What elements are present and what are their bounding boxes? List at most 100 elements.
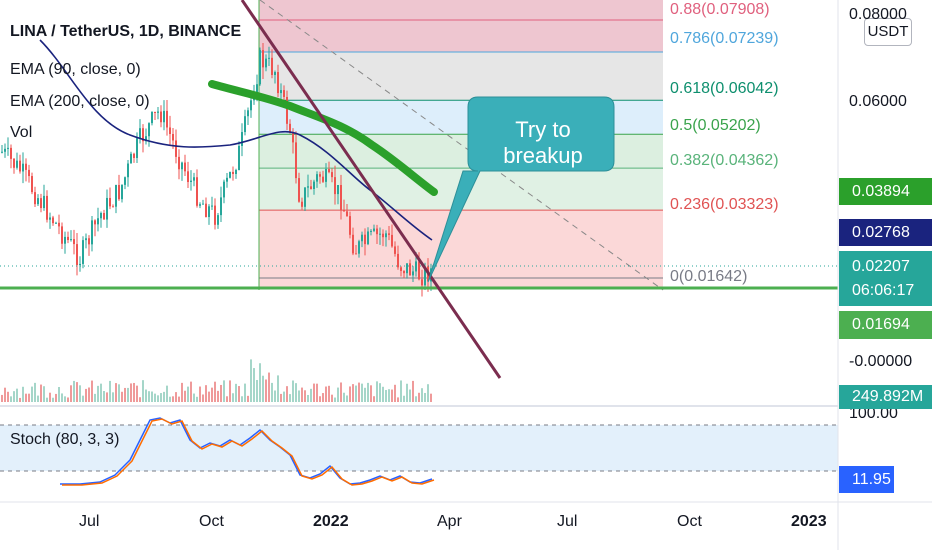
volume-bar bbox=[331, 394, 333, 402]
candle-body bbox=[313, 181, 315, 189]
x-tick-label: 2023 bbox=[791, 513, 827, 530]
volume-legend[interactable]: Vol bbox=[10, 124, 33, 141]
volume-bar bbox=[358, 382, 360, 402]
volume-bar bbox=[235, 383, 237, 402]
candle-body bbox=[193, 177, 195, 181]
candle-body bbox=[169, 127, 171, 135]
volume-bar bbox=[58, 387, 60, 402]
candle-body bbox=[163, 110, 165, 123]
candle-body bbox=[370, 230, 372, 232]
volume-bar bbox=[382, 386, 384, 402]
candle-body bbox=[79, 263, 81, 266]
candle-body bbox=[322, 176, 324, 182]
volume-bar bbox=[247, 395, 249, 402]
volume-bar bbox=[208, 391, 210, 402]
downtrend-line bbox=[240, 0, 502, 379]
candle-body bbox=[142, 128, 144, 142]
volume-bar bbox=[190, 381, 192, 402]
volume-bar bbox=[322, 393, 324, 402]
candle-body bbox=[298, 178, 300, 202]
volume-bar bbox=[157, 395, 159, 402]
candle-body bbox=[289, 123, 291, 133]
candle-body bbox=[202, 203, 204, 205]
candle-body bbox=[325, 169, 327, 182]
volume-bar bbox=[232, 393, 234, 402]
candle-body bbox=[145, 136, 147, 142]
candle-body bbox=[34, 192, 36, 205]
volume-bar bbox=[427, 384, 429, 402]
volume-bar bbox=[151, 391, 153, 402]
candle-body bbox=[268, 57, 270, 59]
candle-body bbox=[160, 111, 162, 123]
candle-body bbox=[337, 185, 339, 195]
volume-bar bbox=[343, 392, 345, 402]
y-tick-label: -0.00000 bbox=[849, 353, 913, 370]
candle-body bbox=[58, 222, 60, 227]
candle-body bbox=[355, 253, 357, 255]
volume-bar bbox=[133, 382, 135, 402]
volume-bar bbox=[340, 382, 342, 402]
candle-body bbox=[175, 140, 177, 157]
candle-body bbox=[82, 240, 84, 264]
candle-body bbox=[157, 111, 159, 113]
volume-bar bbox=[28, 393, 30, 402]
volume-bar bbox=[277, 375, 279, 402]
candle-body bbox=[40, 198, 42, 209]
fib-label-0236: 0.236(0.03323) bbox=[670, 196, 779, 213]
candle-body bbox=[67, 236, 69, 241]
volume-bar bbox=[229, 380, 231, 402]
candle-body bbox=[292, 132, 294, 143]
stoch-legend[interactable]: Stoch (80, 3, 3) bbox=[10, 431, 120, 448]
volume-bar bbox=[424, 392, 426, 402]
candle-body bbox=[343, 210, 345, 212]
candle-body bbox=[85, 238, 87, 241]
ema200-legend[interactable]: EMA (200, close, 0) bbox=[10, 93, 150, 110]
volume-bar bbox=[415, 396, 417, 402]
candle-body bbox=[178, 156, 180, 170]
volume-bar bbox=[55, 393, 57, 402]
stoch-band bbox=[0, 425, 838, 471]
volume-bar bbox=[328, 385, 330, 402]
volume-bar bbox=[175, 392, 177, 402]
candle-body bbox=[139, 128, 141, 139]
candle-body bbox=[421, 279, 423, 286]
volume-bar bbox=[403, 395, 405, 402]
candle-body bbox=[28, 169, 30, 177]
candle-body bbox=[172, 134, 174, 141]
ema90-legend[interactable]: EMA (90, close, 0) bbox=[10, 61, 141, 78]
candle-body bbox=[124, 177, 126, 185]
volume-bar bbox=[37, 395, 39, 402]
candle-body bbox=[226, 177, 228, 182]
volume-bar bbox=[43, 386, 45, 402]
candle-body bbox=[265, 58, 267, 68]
candle-body bbox=[100, 213, 102, 219]
candle-body bbox=[229, 171, 231, 178]
volume-bar bbox=[316, 383, 318, 402]
candle-body bbox=[367, 231, 369, 245]
volume-bar bbox=[430, 393, 432, 402]
candle-body bbox=[55, 222, 57, 224]
volume-bar bbox=[394, 384, 396, 402]
volume-bar bbox=[52, 397, 54, 402]
currency-button[interactable]: USDT bbox=[864, 18, 912, 46]
volume-bar bbox=[292, 380, 294, 402]
candle-body bbox=[214, 205, 216, 225]
volume-bar bbox=[271, 382, 273, 402]
bar-countdown: 06:06:17 bbox=[852, 282, 915, 299]
candle-body bbox=[121, 184, 123, 200]
volume-bar bbox=[88, 387, 90, 402]
fib-label-05: 0.5(0.05202) bbox=[670, 117, 761, 134]
ema90-price-tag: 0.02768 bbox=[839, 219, 932, 246]
volume-bar bbox=[184, 390, 186, 402]
candle-body bbox=[31, 176, 33, 193]
volume-bar bbox=[361, 383, 363, 402]
volume-bar bbox=[349, 386, 351, 402]
candle-body bbox=[232, 171, 234, 174]
volume-bar bbox=[100, 383, 102, 402]
volume-bar bbox=[346, 395, 348, 402]
candle-body bbox=[70, 239, 72, 241]
volume-bar bbox=[412, 380, 414, 402]
fib-label-0786: 0.786(0.07239) bbox=[670, 30, 779, 47]
volume-bar bbox=[265, 379, 267, 402]
